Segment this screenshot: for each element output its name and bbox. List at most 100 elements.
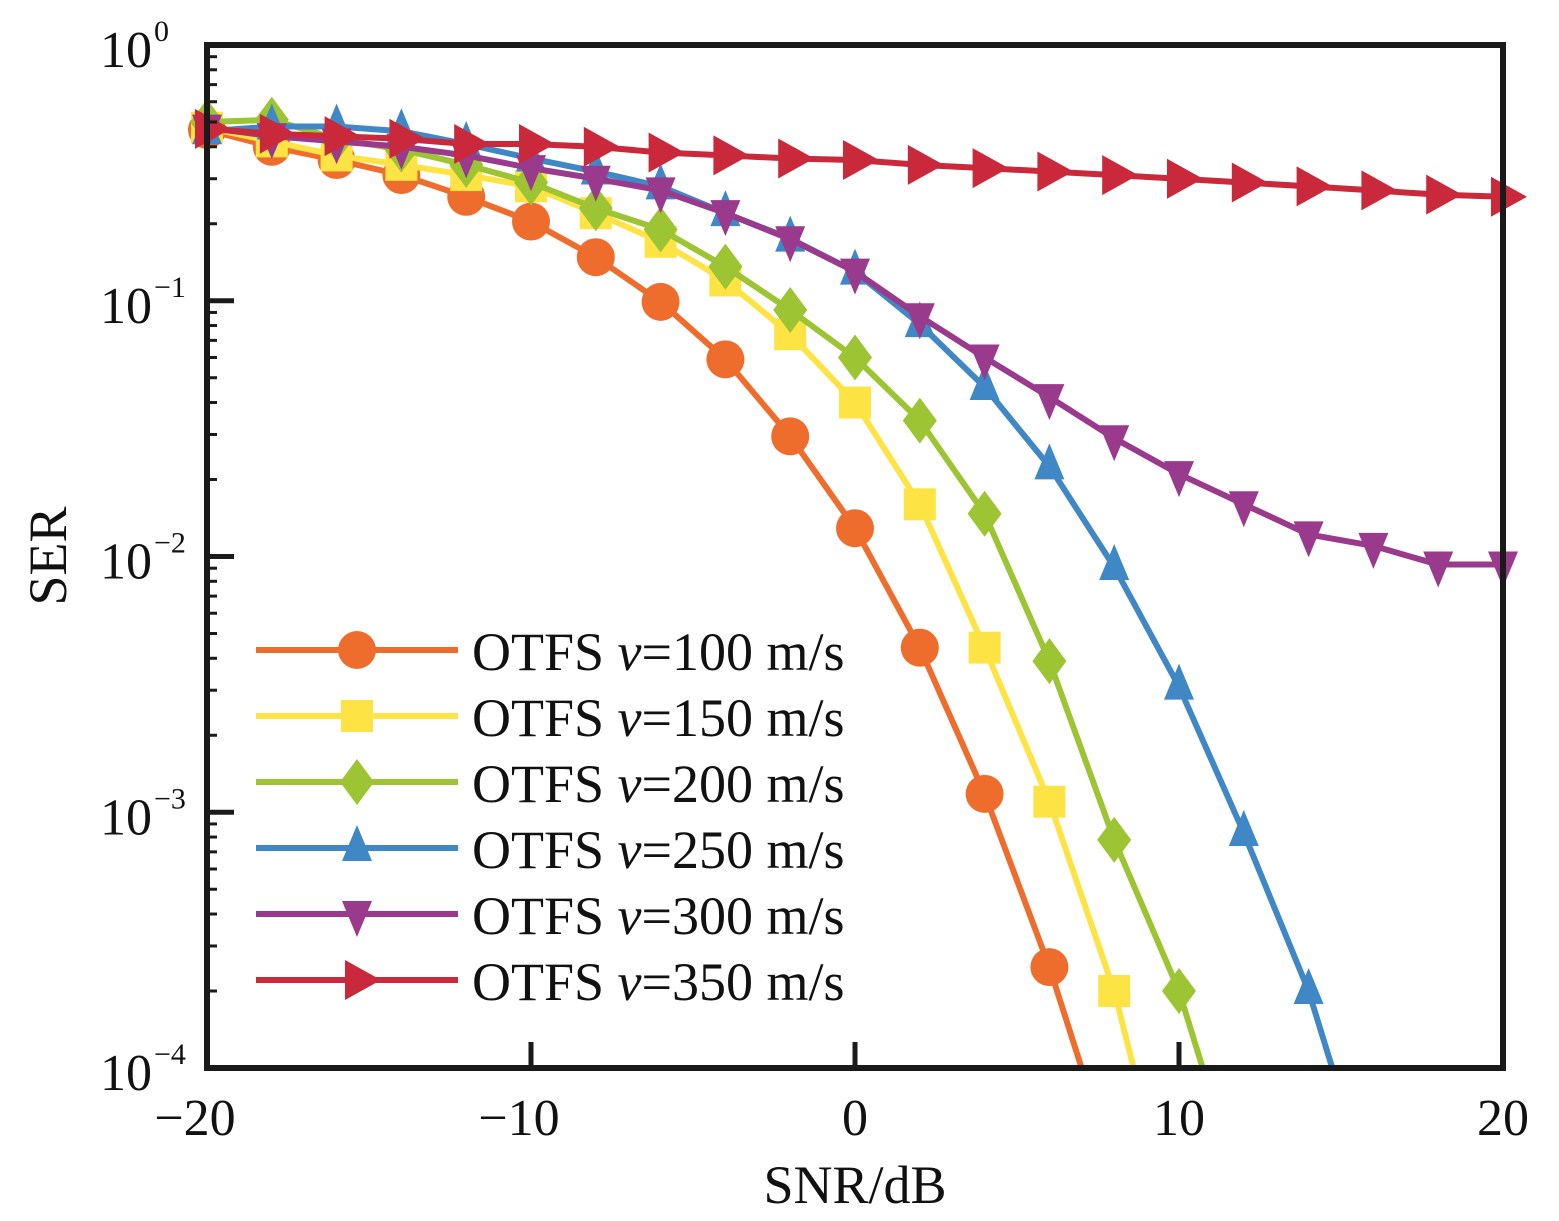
- data-point: [710, 200, 741, 237]
- data-point: [1164, 663, 1194, 700]
- legend-marker: [340, 759, 374, 805]
- data-point: [1358, 532, 1389, 569]
- y-tick-label: 10: [100, 534, 152, 591]
- data-point: [838, 334, 872, 381]
- y-tick-label: 10: [100, 1045, 152, 1102]
- data-point: [1361, 170, 1398, 211]
- y-tick-label: 10: [100, 789, 152, 846]
- legend-label: OTFS v=150 m/s: [472, 688, 845, 748]
- data-point: [1098, 975, 1131, 1008]
- legend-item: OTFS v=200 m/s: [256, 754, 845, 814]
- data-point: [773, 287, 808, 334]
- legend-item: OTFS v=350 m/s: [256, 952, 845, 1012]
- legend-label: OTFS v=250 m/s: [472, 820, 845, 880]
- data-point: [576, 238, 615, 277]
- data-point: [1097, 816, 1132, 863]
- data-point: [903, 488, 936, 521]
- data-point: [1037, 151, 1074, 192]
- data-point: [519, 124, 555, 165]
- axis-ticks: [207, 55, 1182, 1068]
- x-tick-label: −20: [154, 1090, 235, 1147]
- data-point: [1033, 785, 1066, 818]
- data-point: [1426, 174, 1463, 215]
- y-tick-exponent: −2: [154, 527, 186, 560]
- data-point: [836, 509, 874, 548]
- data-point: [259, 113, 296, 154]
- data-point: [1228, 491, 1259, 528]
- data-point: [969, 363, 1000, 400]
- data-point: [583, 126, 620, 167]
- x-tick-label: 20: [1477, 1090, 1529, 1147]
- series-line: [206, 124, 1137, 1068]
- data-point: [1034, 443, 1065, 480]
- y-axis-title: SER: [18, 506, 78, 605]
- x-tick-label: 0: [842, 1090, 868, 1147]
- data-point: [771, 417, 810, 456]
- data-point: [902, 397, 937, 444]
- data-point: [1228, 809, 1259, 846]
- data-point: [1099, 425, 1130, 462]
- data-point: [641, 282, 680, 321]
- legend-marker: [338, 631, 376, 669]
- data-point: [708, 243, 743, 290]
- data-point: [713, 135, 750, 176]
- data-point: [1423, 551, 1454, 588]
- data-point: [840, 258, 870, 295]
- data-point: [1102, 155, 1139, 196]
- legend-marker: [345, 960, 381, 1000]
- legend-label: OTFS v=300 m/s: [472, 886, 845, 946]
- data-point: [904, 303, 935, 340]
- data-point: [389, 118, 426, 159]
- data-point: [843, 140, 879, 181]
- data-point: [969, 344, 1000, 381]
- legend-marker: [341, 700, 373, 732]
- data-point: [1162, 968, 1196, 1015]
- legend-marker: [342, 825, 372, 861]
- data-point: [1030, 948, 1069, 987]
- y-tick-exponent: −1: [154, 271, 186, 304]
- data-point: [512, 202, 550, 241]
- data-point: [706, 340, 745, 379]
- legend-marker: [342, 901, 372, 937]
- data-point: [775, 226, 806, 263]
- legend-label: OTFS v=100 m/s: [472, 622, 845, 682]
- data-point: [1293, 521, 1324, 558]
- data-point: [1491, 176, 1527, 217]
- data-point: [454, 124, 491, 165]
- y-tick-exponent: −3: [154, 782, 186, 815]
- data-point: [580, 165, 611, 202]
- data-point: [1032, 638, 1067, 685]
- data-point: [516, 155, 546, 192]
- data-point: [578, 185, 613, 232]
- data-point: [1034, 384, 1065, 421]
- data-point: [972, 148, 1009, 189]
- data-point: [1293, 968, 1324, 1005]
- x-tick-label: −10: [478, 1090, 559, 1147]
- data-point: [968, 631, 1001, 664]
- legend-item: OTFS v=150 m/s: [256, 688, 845, 748]
- y-tick-exponent: 0: [154, 15, 169, 48]
- data-point: [324, 116, 361, 157]
- legend-label: OTFS v=350 m/s: [472, 952, 845, 1012]
- data-point: [778, 138, 815, 179]
- legend-item: OTFS v=250 m/s: [256, 820, 845, 880]
- data-point: [1164, 461, 1194, 498]
- data-point: [967, 490, 1002, 537]
- data-point: [1167, 158, 1203, 199]
- data-point: [1231, 162, 1268, 203]
- data-point: [907, 144, 944, 185]
- data-point: [965, 774, 1004, 813]
- x-tick-label: 10: [1153, 1090, 1205, 1147]
- legend-item: OTFS v=300 m/s: [256, 886, 845, 946]
- data-point: [1296, 166, 1333, 207]
- y-tick-label: 10: [100, 278, 152, 335]
- data-point: [648, 132, 685, 173]
- y-tick-label: 10: [100, 22, 152, 79]
- y-tick-exponent: −4: [154, 1038, 186, 1071]
- legend-item: OTFS v=100 m/s: [256, 622, 845, 682]
- data-point: [645, 177, 676, 214]
- data-point: [643, 206, 678, 253]
